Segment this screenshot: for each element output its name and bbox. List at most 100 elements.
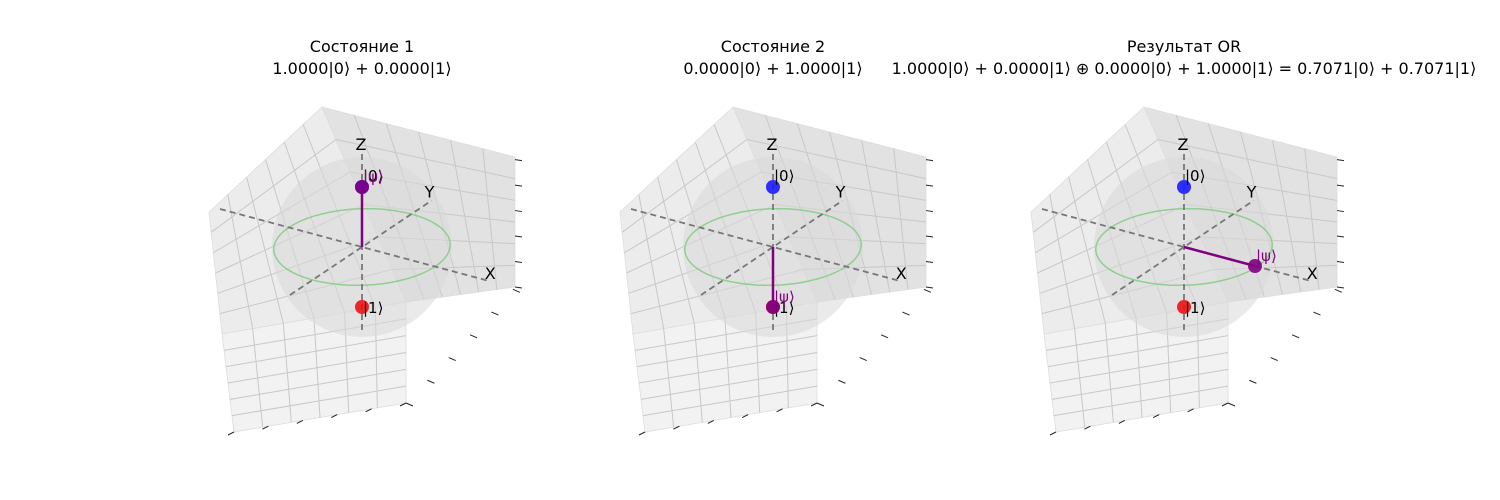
x-axis-line [219,208,491,283]
tick-mark [1084,425,1091,430]
z-axis-label: Z [1178,135,1189,154]
tick-mark [925,261,934,264]
panel-title: Результат OR [1127,37,1241,56]
bloch-panel-3: Результат OR 1.0000|0⟩ + 0.0000|1⟩ ⊕ 0.00… [892,37,1477,436]
tick-mark [1336,184,1345,187]
y-axis-label: Y [1246,183,1257,202]
state-marker [1248,259,1262,273]
tick-mark [491,311,499,316]
tick-mark [512,288,521,293]
one-state-label: |1⟩ [1185,299,1205,317]
tick-mark [514,235,523,238]
zero-state-marker [1177,180,1191,194]
one-state-label: |1⟩ [774,299,794,317]
tick-mark [673,425,680,430]
x-axis-line [1041,208,1313,283]
z-axis-label: Z [767,135,778,154]
tick-mark [427,379,435,384]
y-axis-line [1111,199,1255,296]
tick-mark [1221,402,1229,407]
tick-mark [1336,286,1345,289]
state-marker [766,300,780,314]
panel-subtitle: 0.0000|0⟩ + 1.0000|1⟩ [683,59,862,78]
tick-mark [838,379,846,384]
panel-title: Состояние 2 [721,37,825,56]
tick-mark [399,402,407,407]
tick-mark [365,408,372,413]
tick-mark [741,414,749,419]
bloch-panel-2: Состояние 2 0.0000|0⟩ + 1.0000|1⟩ X Y Z |0⟩ |1… [619,37,934,436]
tick-mark [448,357,456,361]
state-label: |ψ⟩ [363,168,384,186]
zero-state-label: |0⟩ [1185,167,1205,185]
panel-title: Состояние 1 [310,37,414,56]
zero-state-label: |0⟩ [363,167,383,185]
panel-subtitle: 1.0000|0⟩ + 0.0000|1⟩ ⊕ 0.0000|0⟩ + 1.00… [892,59,1477,78]
tick-mark [638,431,646,436]
bloch-panel-1: Состояние 1 1.0000|0⟩ + 0.0000|1⟩ X Y Z |0⟩ |1… [208,37,523,436]
tick-mark [1152,414,1160,419]
tick-mark [1049,431,1057,436]
ticks [1049,159,1345,436]
state-vector [1183,245,1256,268]
one-state-marker [355,300,369,314]
tick-mark [514,210,523,213]
tick-mark [1334,288,1343,293]
grid-line [1304,148,1320,290]
tick-mark [925,286,934,289]
tick-mark [816,402,825,407]
tick-mark [925,184,934,187]
tick-mark [1227,402,1236,407]
x-axis-label: X [896,264,907,283]
grid-line [482,148,498,290]
tick-mark [514,261,523,264]
y-axis-line [289,199,433,296]
x-axis-label: X [485,264,496,283]
tick-mark [296,419,304,424]
tick-mark [1249,379,1257,384]
x-axis-line [630,208,902,283]
one-state-marker [1177,300,1191,314]
tick-mark [810,402,818,407]
tick-mark [1270,357,1278,361]
tick-mark [880,334,889,339]
tick-mark [1313,311,1321,316]
tick-mark [1336,235,1345,238]
tick-mark [902,311,910,316]
z-axis-label: Z [356,135,367,154]
tick-mark [1118,419,1126,424]
y-axis-label: Y [424,183,435,202]
y-axis-label: Y [835,183,846,202]
zero-state-label: |0⟩ [774,167,794,185]
tick-mark [1291,334,1300,339]
tick-mark [925,159,934,162]
tick-mark [1336,159,1345,162]
zero-state-marker [766,180,780,194]
tick-mark [923,288,932,293]
panel-subtitle: 1.0000|0⟩ + 0.0000|1⟩ [272,59,451,78]
state-label: |ψ⟩ [774,288,795,306]
tick-mark [859,357,867,361]
tick-mark [330,414,338,419]
tick-mark [776,408,783,413]
tick-mark [1187,408,1194,413]
tick-mark [514,286,523,289]
tick-mark [707,419,715,424]
one-state-label: |1⟩ [363,299,383,317]
x-axis-label: X [1307,264,1318,283]
grid-line [893,148,909,290]
tick-mark [1336,261,1345,264]
ticks [227,159,523,436]
tick-mark [262,425,269,430]
tick-mark [227,431,235,436]
tick-mark [925,210,934,213]
tick-mark [514,184,523,187]
state-marker [355,180,369,194]
tick-mark [1336,210,1345,213]
ticks [638,159,934,436]
tick-mark [925,235,934,238]
state-label: |ψ⟩ [1256,247,1277,265]
tick-mark [469,334,478,339]
tick-mark [514,159,523,162]
